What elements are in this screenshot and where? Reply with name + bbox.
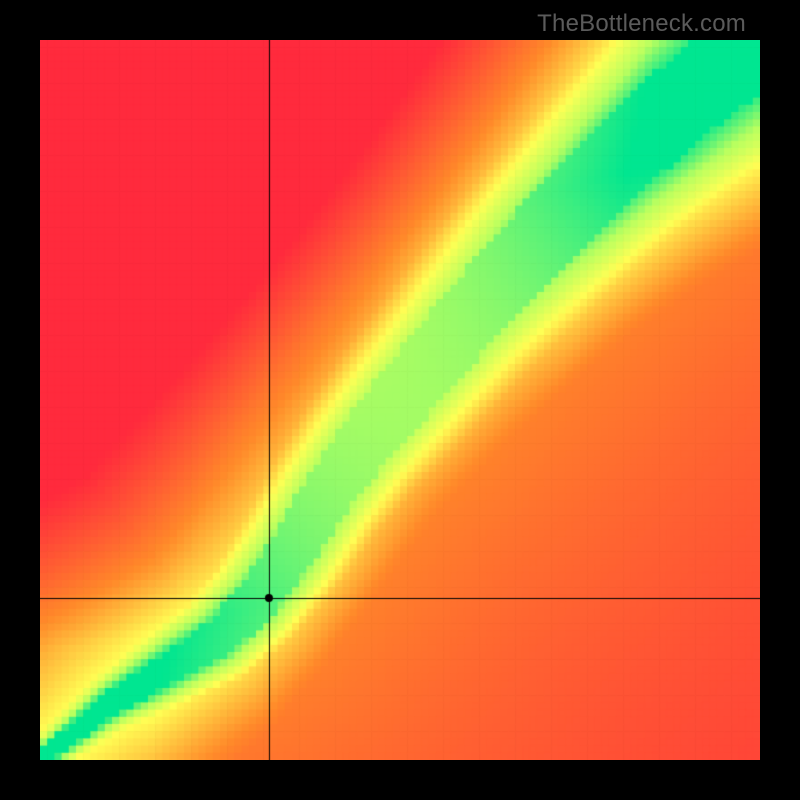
- bottleneck-heatmap: [40, 40, 760, 760]
- watermark-text: TheBottleneck.com: [537, 10, 746, 38]
